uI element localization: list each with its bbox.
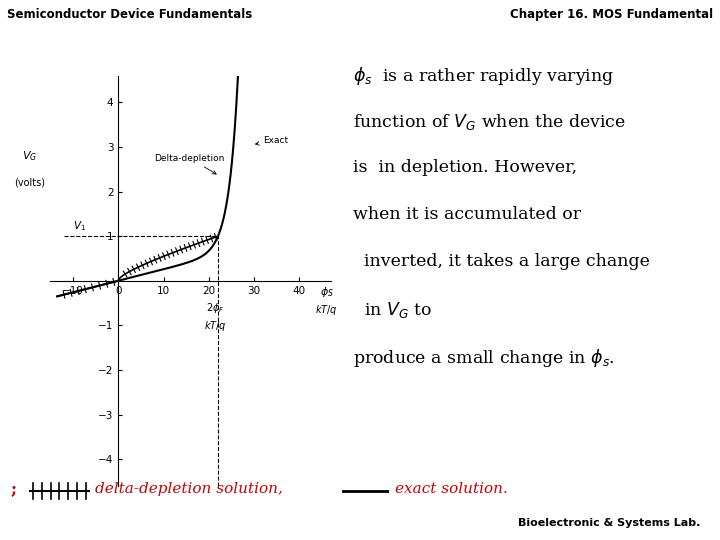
Text: Delta-depletion: Delta-depletion: [155, 153, 225, 174]
Text: Bioelectronic & Systems Lab.: Bioelectronic & Systems Lab.: [518, 518, 701, 528]
Text: Chapter 16. MOS Fundamental: Chapter 16. MOS Fundamental: [510, 8, 713, 21]
Text: $\phi_S$: $\phi_S$: [320, 285, 333, 299]
Text: $V_G$: $V_G$: [22, 149, 37, 163]
Text: $V_1$: $V_1$: [73, 219, 86, 233]
Text: Semiconductor Device Fundamentals: Semiconductor Device Fundamentals: [7, 8, 253, 21]
Text: exact solution.: exact solution.: [395, 482, 508, 496]
Text: when it is accumulated or: when it is accumulated or: [353, 206, 581, 222]
Text: function of $V_G$ when the device: function of $V_G$ when the device: [353, 112, 626, 132]
Text: $\phi_s$  is a rather rapidly varying: $\phi_s$ is a rather rapidly varying: [353, 65, 614, 87]
Text: produce a small change in $\phi_s$.: produce a small change in $\phi_s$.: [353, 347, 615, 369]
Text: ;: ;: [11, 480, 17, 497]
Text: is  in depletion. However,: is in depletion. However,: [353, 159, 577, 176]
Text: $2\phi_F$: $2\phi_F$: [207, 301, 225, 315]
Text: $kT/q$: $kT/q$: [204, 319, 227, 333]
Text: inverted, it takes a large change: inverted, it takes a large change: [353, 253, 649, 269]
Text: in $V_G$ to: in $V_G$ to: [353, 300, 432, 320]
Text: $kT/q$: $kT/q$: [315, 303, 338, 317]
Text: (volts): (volts): [14, 178, 45, 188]
Text: delta-depletion solution,: delta-depletion solution,: [95, 482, 283, 496]
Text: Exact: Exact: [256, 136, 289, 145]
